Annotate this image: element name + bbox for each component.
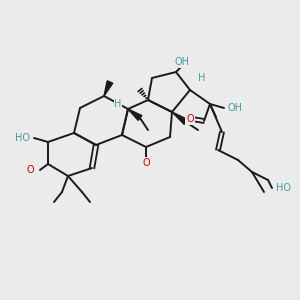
Polygon shape bbox=[128, 109, 142, 120]
Text: H: H bbox=[114, 99, 122, 109]
Text: OH: OH bbox=[228, 103, 243, 113]
Polygon shape bbox=[172, 112, 188, 124]
Text: O: O bbox=[186, 114, 194, 124]
Text: HO: HO bbox=[15, 133, 30, 143]
Polygon shape bbox=[104, 81, 113, 96]
Text: O: O bbox=[26, 165, 34, 175]
Text: HO: HO bbox=[276, 183, 291, 193]
Text: OH: OH bbox=[175, 57, 190, 67]
Text: H: H bbox=[198, 73, 206, 83]
Text: O: O bbox=[142, 158, 150, 168]
